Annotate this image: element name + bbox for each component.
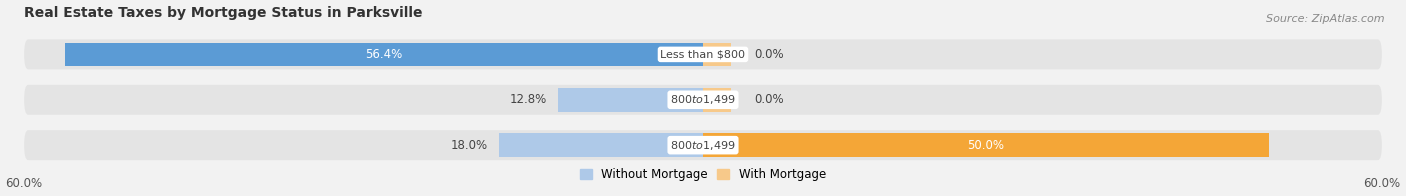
Text: Less than $800: Less than $800	[661, 49, 745, 59]
Text: 50.0%: 50.0%	[967, 139, 1004, 152]
Text: Source: ZipAtlas.com: Source: ZipAtlas.com	[1267, 14, 1385, 24]
Text: 18.0%: 18.0%	[451, 139, 488, 152]
Bar	[703, 43, 731, 66]
Bar	[558, 88, 703, 112]
Text: 12.8%: 12.8%	[509, 93, 547, 106]
Text: $800 to $1,499: $800 to $1,499	[671, 93, 735, 106]
Bar	[703, 88, 731, 112]
Bar	[703, 133, 1268, 157]
FancyBboxPatch shape	[24, 85, 1382, 115]
FancyBboxPatch shape	[24, 130, 1382, 160]
Legend: Without Mortgage, With Mortgage: Without Mortgage, With Mortgage	[581, 168, 825, 181]
Bar	[499, 133, 703, 157]
Bar	[65, 43, 703, 66]
Text: 0.0%: 0.0%	[754, 93, 783, 106]
Text: $800 to $1,499: $800 to $1,499	[671, 139, 735, 152]
FancyBboxPatch shape	[24, 39, 1382, 69]
Text: 56.4%: 56.4%	[366, 48, 402, 61]
Text: 0.0%: 0.0%	[754, 48, 783, 61]
Text: Real Estate Taxes by Mortgage Status in Parksville: Real Estate Taxes by Mortgage Status in …	[24, 5, 423, 20]
